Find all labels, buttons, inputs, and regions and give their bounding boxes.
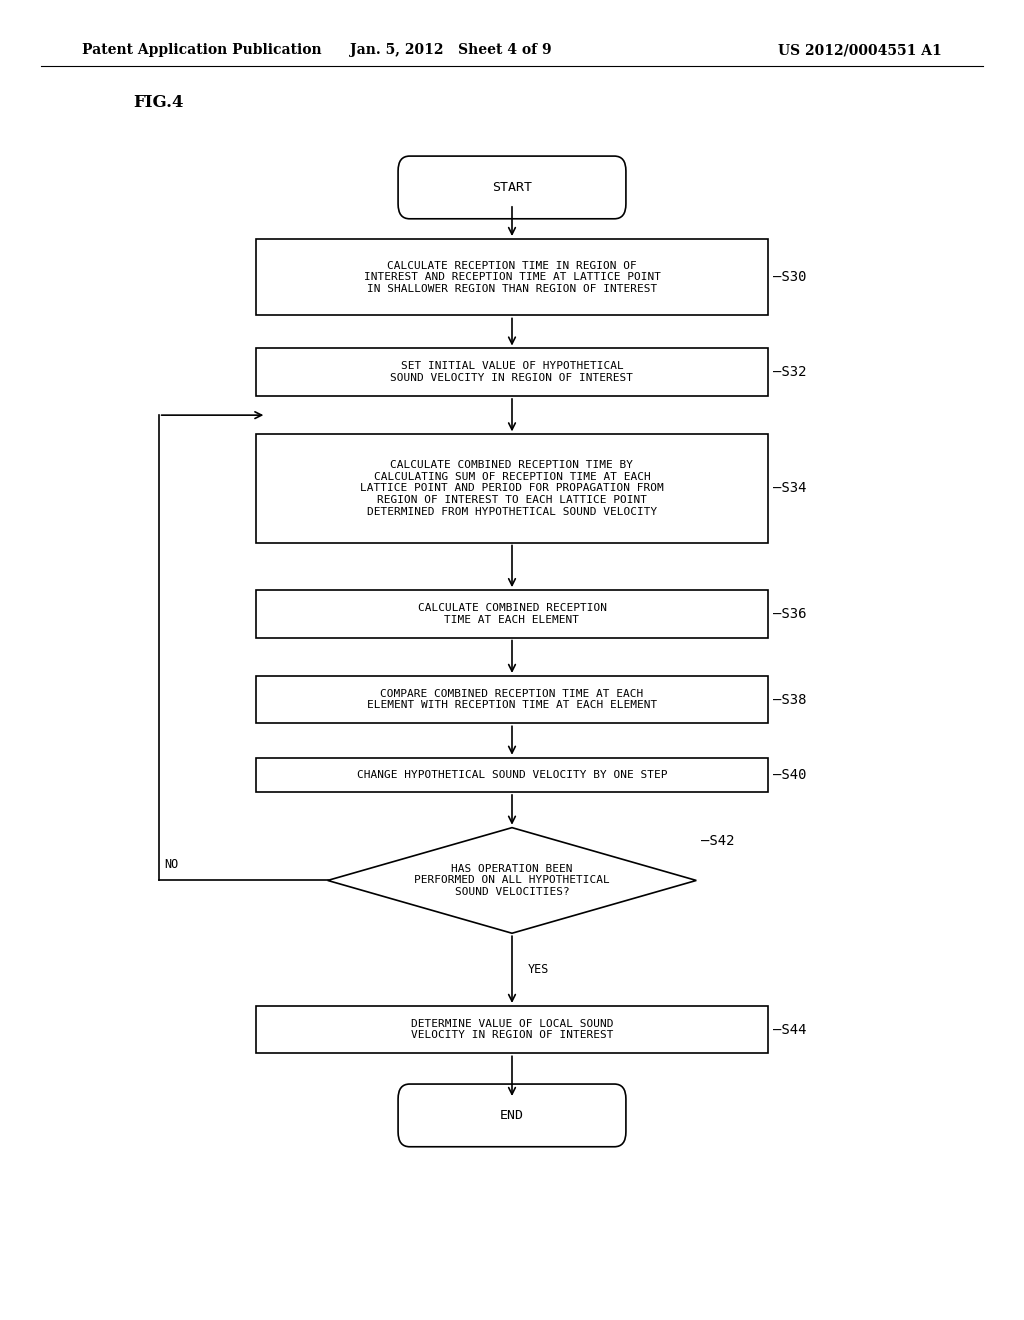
Text: —S42: —S42: [701, 834, 735, 849]
Polygon shape: [328, 828, 696, 933]
Text: NO: NO: [164, 858, 178, 871]
Bar: [256, 348, 768, 396]
Text: END: END: [500, 1109, 524, 1122]
FancyBboxPatch shape: [398, 156, 626, 219]
Text: HAS OPERATION BEEN
PERFORMED ON ALL HYPOTHETICAL
SOUND VELOCITIES?: HAS OPERATION BEEN PERFORMED ON ALL HYPO…: [414, 863, 610, 898]
Text: —S40: —S40: [773, 768, 807, 781]
Text: —S38: —S38: [773, 693, 807, 706]
Bar: [256, 434, 768, 543]
Text: COMPARE COMBINED RECEPTION TIME AT EACH
ELEMENT WITH RECEPTION TIME AT EACH ELEM: COMPARE COMBINED RECEPTION TIME AT EACH …: [367, 689, 657, 710]
Text: —S44: —S44: [773, 1023, 807, 1036]
Text: START: START: [492, 181, 532, 194]
Bar: [256, 590, 768, 638]
Bar: [256, 676, 768, 723]
Text: CHANGE HYPOTHETICAL SOUND VELOCITY BY ONE STEP: CHANGE HYPOTHETICAL SOUND VELOCITY BY ON…: [356, 770, 668, 780]
Text: —S30: —S30: [773, 271, 807, 284]
Text: CALCULATE COMBINED RECEPTION
TIME AT EACH ELEMENT: CALCULATE COMBINED RECEPTION TIME AT EAC…: [418, 603, 606, 624]
Bar: [256, 239, 768, 315]
Text: YES: YES: [527, 964, 549, 975]
Text: CALCULATE RECEPTION TIME IN REGION OF
INTEREST AND RECEPTION TIME AT LATTICE POI: CALCULATE RECEPTION TIME IN REGION OF IN…: [364, 260, 660, 294]
Text: —S34: —S34: [773, 482, 807, 495]
Text: CALCULATE COMBINED RECEPTION TIME BY
CALCULATING SUM OF RECEPTION TIME AT EACH
L: CALCULATE COMBINED RECEPTION TIME BY CAL…: [360, 461, 664, 516]
Text: —S32: —S32: [773, 366, 807, 379]
Text: FIG.4: FIG.4: [133, 95, 183, 111]
Text: Patent Application Publication: Patent Application Publication: [82, 44, 322, 57]
Text: Jan. 5, 2012   Sheet 4 of 9: Jan. 5, 2012 Sheet 4 of 9: [350, 44, 551, 57]
Text: DETERMINE VALUE OF LOCAL SOUND
VELOCITY IN REGION OF INTEREST: DETERMINE VALUE OF LOCAL SOUND VELOCITY …: [411, 1019, 613, 1040]
Text: US 2012/0004551 A1: US 2012/0004551 A1: [778, 44, 942, 57]
FancyBboxPatch shape: [398, 1084, 626, 1147]
Text: SET INITIAL VALUE OF HYPOTHETICAL
SOUND VELOCITY IN REGION OF INTEREST: SET INITIAL VALUE OF HYPOTHETICAL SOUND …: [390, 362, 634, 383]
Bar: [256, 758, 768, 792]
Bar: [256, 1006, 768, 1053]
Text: —S36: —S36: [773, 607, 807, 620]
